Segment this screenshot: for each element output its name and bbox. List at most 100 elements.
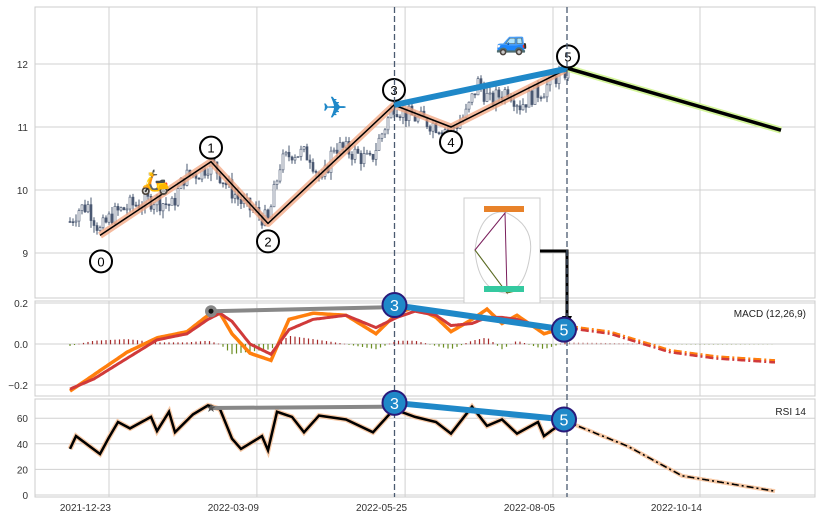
divergence-marker bbox=[551, 406, 577, 433]
macd-histogram-bar bbox=[631, 343, 634, 345]
macd-histogram-bar bbox=[564, 342, 566, 345]
wave-marker bbox=[89, 249, 113, 274]
candle-body bbox=[95, 225, 99, 231]
macd-histogram-bar bbox=[303, 337, 305, 345]
candle-body bbox=[113, 206, 117, 224]
divergence-marker-label: 3 bbox=[390, 298, 399, 315]
macd-histogram-bar bbox=[717, 344, 719, 345]
rsi-y-tick: 40 bbox=[17, 440, 29, 451]
rsi-divergence-gray bbox=[210, 404, 395, 410]
rsi-title: RSI 14 bbox=[775, 407, 806, 418]
macd-histogram-bar bbox=[316, 339, 319, 345]
candle-body bbox=[473, 93, 477, 96]
signal-projection bbox=[564, 326, 776, 364]
macd-histogram-bar bbox=[213, 342, 215, 345]
macd-histogram-bar bbox=[154, 342, 157, 345]
macd-histogram-bar bbox=[339, 343, 341, 345]
macd-histogram-bar bbox=[546, 344, 548, 349]
x-tick-label: 2021-12-23 bbox=[60, 503, 112, 514]
candle-body bbox=[170, 197, 174, 206]
macd-histogram-bar bbox=[204, 340, 206, 345]
x-tick-label: 2022-03-09 bbox=[208, 503, 260, 514]
macd-histogram-bar bbox=[393, 341, 395, 345]
candle-body bbox=[395, 114, 399, 117]
rsi-star-icon: ★ bbox=[206, 401, 217, 415]
macd-y-tick: 0.0 bbox=[14, 340, 28, 351]
macd-histogram-bar bbox=[451, 344, 454, 349]
macd-histogram-bar bbox=[235, 344, 238, 354]
macd-histogram-bar bbox=[613, 343, 616, 345]
macd-histogram-bar bbox=[190, 342, 193, 345]
candle-body bbox=[272, 184, 276, 208]
macd-histogram-bar bbox=[127, 339, 130, 345]
candle-body bbox=[86, 204, 90, 213]
rsi-y-tick: 0 bbox=[22, 491, 28, 502]
macd-histogram-bar bbox=[375, 344, 377, 350]
candle-body bbox=[287, 151, 291, 158]
candle-body bbox=[521, 104, 525, 111]
candle-body bbox=[485, 92, 489, 102]
macd-histogram-bar bbox=[595, 342, 598, 345]
macd-histogram-bar bbox=[312, 339, 314, 345]
macd-histogram-bar bbox=[294, 336, 296, 345]
macd-histogram-bar bbox=[424, 343, 427, 345]
candle-body bbox=[197, 177, 201, 180]
macd-projection bbox=[564, 324, 776, 362]
macd-histogram-bar bbox=[609, 343, 611, 345]
candle-body bbox=[467, 101, 471, 110]
macd-histogram-bar bbox=[456, 344, 458, 347]
macd-histogram-bar bbox=[177, 342, 179, 345]
candle-body bbox=[359, 152, 363, 165]
candle-body bbox=[122, 207, 126, 211]
macd-histogram-bar bbox=[199, 341, 202, 345]
divergence-marker bbox=[381, 389, 408, 416]
wave-label: 1 bbox=[207, 141, 214, 156]
macd-histogram-bar bbox=[514, 341, 517, 345]
wave-marker bbox=[256, 229, 280, 254]
candle-body bbox=[98, 227, 102, 231]
macd-histogram-bar bbox=[699, 344, 701, 345]
macd-histogram-bar bbox=[568, 342, 571, 345]
scooter-icon: 🛵 bbox=[140, 169, 170, 196]
x-tick-label: 2022-10-14 bbox=[651, 503, 703, 514]
candle-body bbox=[110, 213, 114, 224]
macd-histogram-bar bbox=[721, 344, 724, 345]
divergence-marker bbox=[551, 316, 577, 343]
wave-line bbox=[99, 67, 569, 237]
macd-histogram-bar bbox=[532, 344, 535, 347]
projection-line bbox=[567, 66, 782, 132]
x-tick-label: 2022-05-25 bbox=[356, 503, 408, 514]
macd-histogram-bar bbox=[591, 342, 593, 345]
macd-histogram-bar bbox=[132, 339, 134, 345]
candle-body bbox=[125, 208, 129, 211]
macd-histogram-bar bbox=[240, 344, 242, 353]
candle-body bbox=[74, 220, 78, 223]
macd-histogram-bar bbox=[555, 344, 557, 346]
macd-histogram-bar bbox=[168, 342, 170, 345]
macd-histogram-bar bbox=[577, 342, 580, 345]
candle-body bbox=[104, 217, 108, 223]
candle-body bbox=[266, 209, 270, 219]
macd-histogram-bar bbox=[712, 344, 715, 345]
macd-histogram-bar bbox=[735, 344, 737, 345]
macd-histogram-bar bbox=[123, 339, 125, 345]
macd-histogram-bar bbox=[370, 344, 373, 349]
macd-histogram-bar bbox=[550, 344, 553, 347]
macd-histogram-bar bbox=[298, 337, 301, 345]
wave-marker bbox=[199, 135, 223, 160]
macd-histogram-bar bbox=[640, 343, 643, 345]
macd-histogram-bar bbox=[559, 343, 562, 345]
candle-body bbox=[428, 126, 432, 132]
macd-histogram-bar bbox=[352, 344, 355, 346]
macd-histogram-bar bbox=[447, 344, 449, 349]
candle-body bbox=[68, 221, 72, 223]
candle-body bbox=[116, 206, 120, 211]
macd-histogram-bar bbox=[114, 339, 116, 345]
candle-body bbox=[341, 142, 345, 148]
macd-histogram-bar bbox=[366, 344, 368, 348]
candle-body bbox=[374, 150, 378, 160]
candle-body bbox=[275, 180, 279, 185]
macd-histogram-bar bbox=[267, 344, 269, 350]
macd-histogram-bar bbox=[586, 342, 589, 345]
